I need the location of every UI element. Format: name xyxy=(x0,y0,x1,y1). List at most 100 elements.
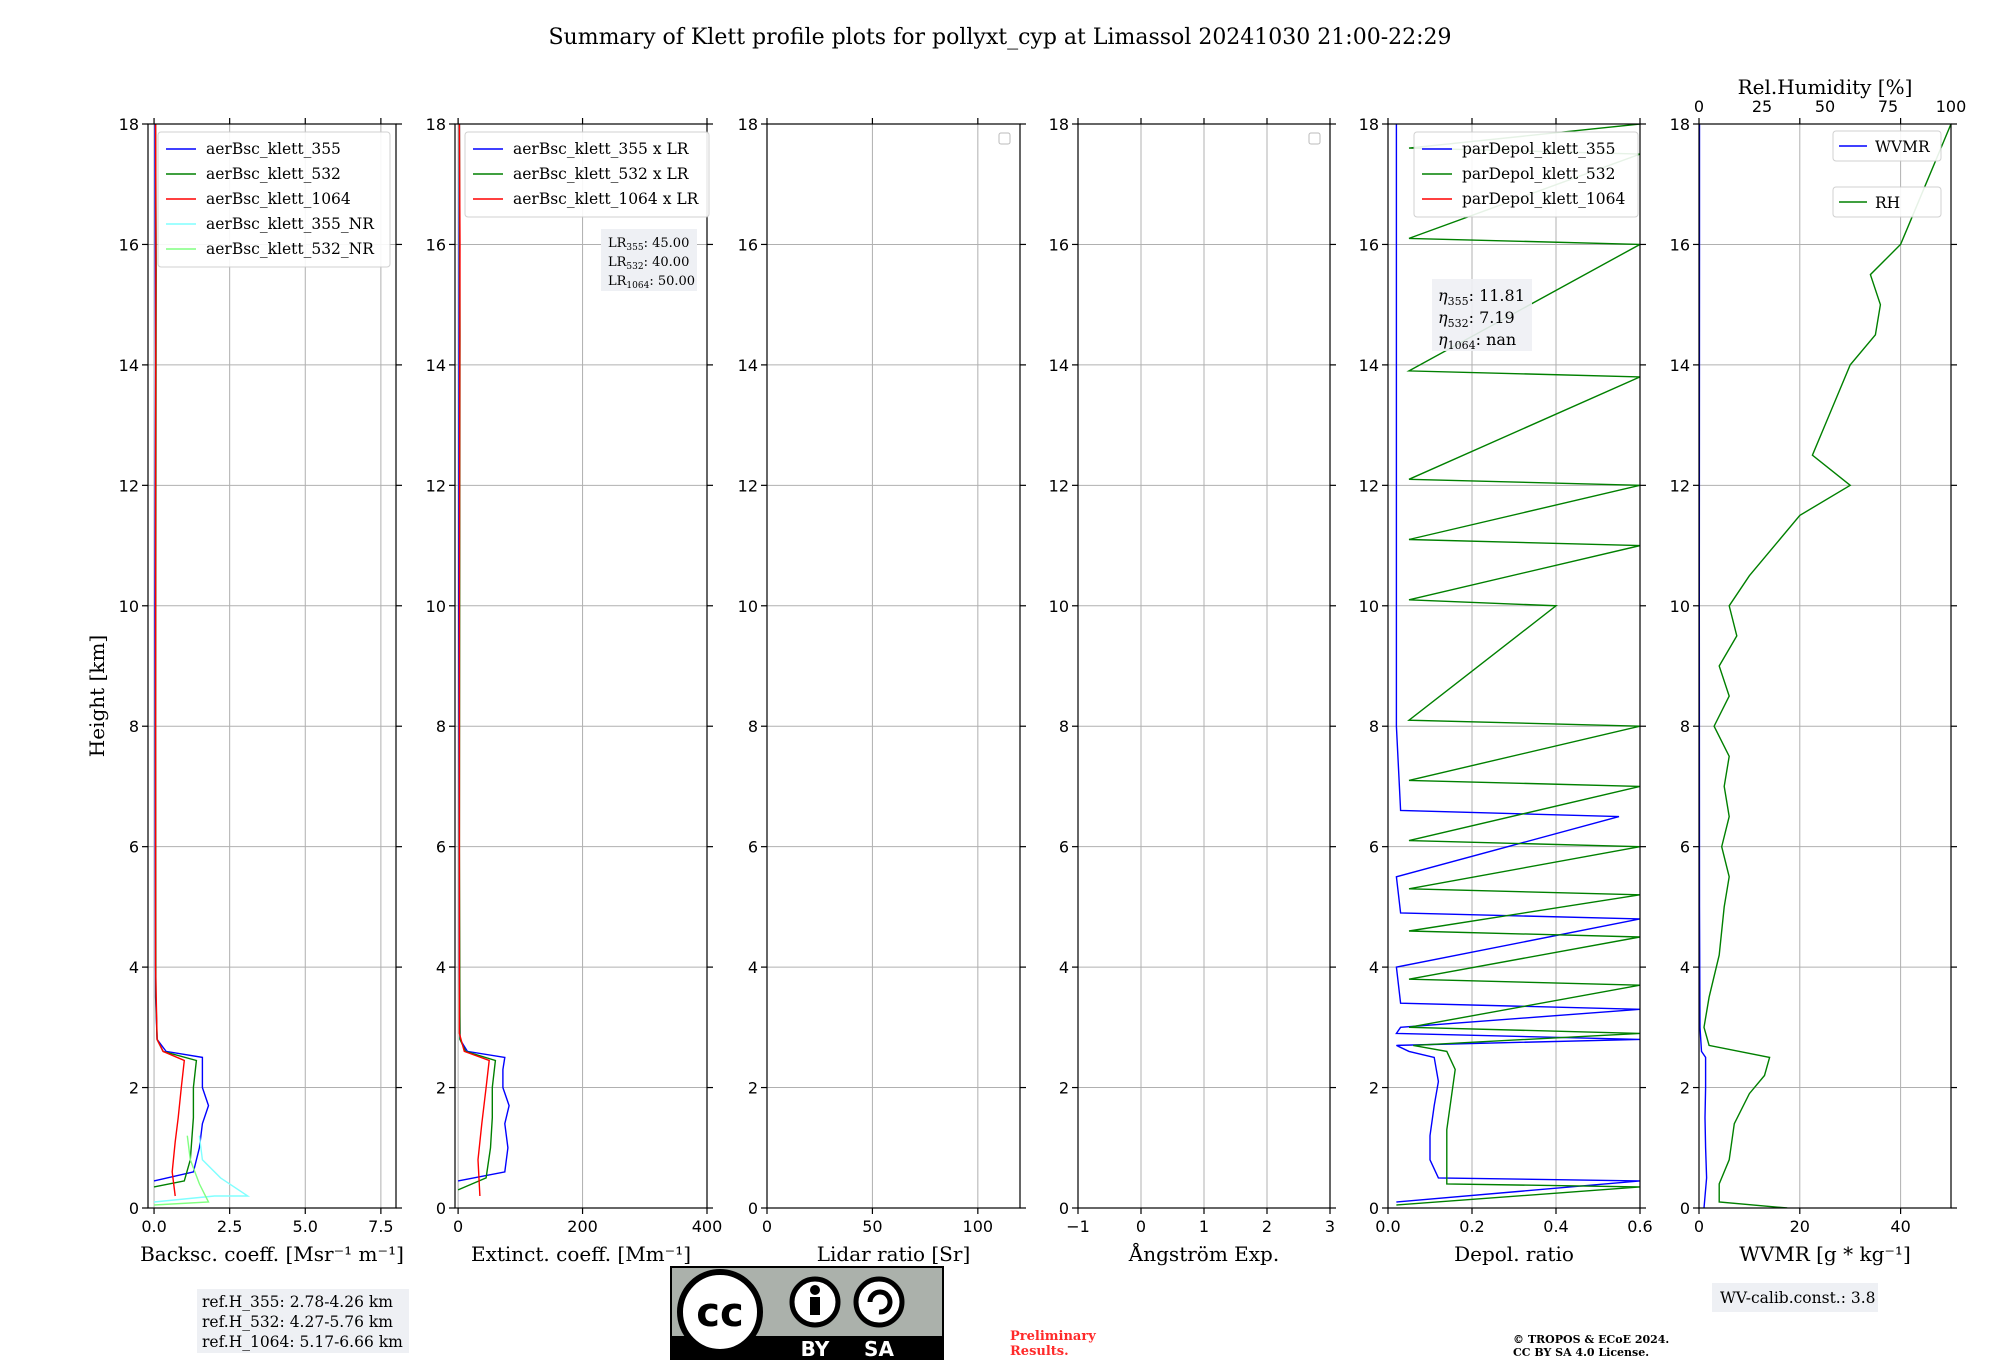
y-tick-label: 12 xyxy=(1670,476,1690,495)
legend-label: RH xyxy=(1875,194,1900,212)
series-line-parDepol_klett_532 xyxy=(1396,124,1640,1206)
y-tick-label: 2 xyxy=(748,1079,758,1098)
y-tick-label: 0 xyxy=(436,1199,446,1218)
y-tick-label: 6 xyxy=(436,838,446,857)
y-tick-label: 18 xyxy=(1049,115,1069,134)
y-tick-label: 6 xyxy=(129,838,139,857)
top-x-tick-label: 0 xyxy=(1694,97,1704,116)
series-line-parDepol_klett_355 xyxy=(1395,124,1640,1203)
y-tick-label: 6 xyxy=(1680,838,1690,857)
y-tick-label: 10 xyxy=(1359,597,1379,616)
ref-height-text: ref.H_1064: 5.17-6.66 km xyxy=(202,1333,403,1351)
legend-box xyxy=(1413,131,1639,218)
cc-by-sa-badge: cc BY SA xyxy=(670,1266,944,1360)
panel-frame xyxy=(147,123,397,1209)
y-tick-label: 14 xyxy=(1670,356,1690,375)
y-tick-label: 2 xyxy=(436,1079,446,1098)
y-tick-label: 4 xyxy=(129,958,139,977)
ref-height-text: ref.H_355: 2.78-4.26 km xyxy=(202,1293,393,1311)
y-tick-label: 14 xyxy=(119,356,139,375)
y-tick-label: 4 xyxy=(1059,958,1069,977)
x-tick-label: 20 xyxy=(1790,1217,1810,1236)
y-tick-label: 16 xyxy=(426,235,446,254)
top-x-tick-label: 25 xyxy=(1752,97,1772,116)
eta-text: η1064: nan xyxy=(1438,330,1516,352)
x-tick-label: −1 xyxy=(1066,1217,1090,1236)
y-tick-label: 6 xyxy=(1059,838,1069,857)
y-tick-label: 18 xyxy=(738,115,758,134)
y-tick-label: 16 xyxy=(1049,235,1069,254)
eta-text: η355: 11.81 xyxy=(1438,286,1525,308)
panel-frame xyxy=(1698,123,1952,1209)
x-tick-label: 1 xyxy=(1199,1217,1209,1236)
x-tick-label: 0.6 xyxy=(1627,1217,1652,1236)
y-tick-label: 4 xyxy=(1369,958,1379,977)
sa-label: SA xyxy=(864,1337,894,1360)
y-tick-label: 18 xyxy=(119,115,139,134)
y-tick-label: 8 xyxy=(1369,717,1379,736)
legend-box xyxy=(464,131,710,218)
legend-label: aerBsc_klett_1064 x LR xyxy=(513,190,700,208)
x-tick-label: 2.5 xyxy=(217,1217,242,1236)
eta-text: η532: 7.19 xyxy=(1438,308,1515,330)
x-axis-label: Depol. ratio xyxy=(1454,1242,1574,1266)
legend-label: aerBsc_klett_532_NR xyxy=(206,240,375,258)
x-tick-label: 100 xyxy=(963,1217,994,1236)
series-line-aerBsc_klett_355 x LR xyxy=(457,124,510,1182)
y-tick-label: 12 xyxy=(119,476,139,495)
x-tick-label: 400 xyxy=(692,1217,723,1236)
legend-label: aerBsc_klett_1064 xyxy=(206,190,351,208)
y-tick-label: 16 xyxy=(1359,235,1379,254)
legend-label: aerBsc_klett_355 xyxy=(206,140,341,158)
y-tick-label: 2 xyxy=(1680,1079,1690,1098)
sa-share-icon xyxy=(853,1276,905,1328)
figure-title: Summary of Klett profile plots for polly… xyxy=(548,25,1451,50)
lr-text: LR1064: 50.00 xyxy=(608,274,695,291)
y-tick-label: 6 xyxy=(748,838,758,857)
y-tick-label: 4 xyxy=(436,958,446,977)
series-line-aerBsc_klett_355_NR xyxy=(153,1135,251,1203)
panel-frame xyxy=(1387,123,1641,1209)
panel-frame xyxy=(454,123,708,1209)
y-tick-label: 10 xyxy=(119,597,139,616)
copyright-line2: CC BY SA 4.0 License. xyxy=(1513,1346,1649,1359)
y-tick-label: 10 xyxy=(426,597,446,616)
y-tick-label: 2 xyxy=(1059,1079,1069,1098)
x-axis-label: Backsc. coeff. [Msr⁻¹ m⁻¹] xyxy=(140,1242,404,1266)
x-tick-label: 0 xyxy=(762,1217,772,1236)
series-line-WVMR xyxy=(1699,124,1708,1208)
y-tick-label: 8 xyxy=(129,717,139,736)
y-tick-label: 8 xyxy=(1680,717,1690,736)
series-line-aerBsc_klett_532_NR xyxy=(153,1135,210,1206)
series-line-aerBsc_klett_532 xyxy=(153,124,198,1188)
y-tick-label: 18 xyxy=(1359,115,1379,134)
legend-label: parDepol_klett_532 xyxy=(1462,165,1615,183)
y-axis-label: Height [km] xyxy=(85,635,109,757)
legend-label: parDepol_klett_355 xyxy=(1462,140,1615,158)
x-axis-label: WVMR [g * kg⁻¹] xyxy=(1739,1242,1911,1266)
x-tick-label: 0 xyxy=(1694,1217,1704,1236)
series-group xyxy=(1699,124,1951,1208)
series-line-aerBsc_klett_1064 xyxy=(154,124,186,1197)
panel-backscatter: 0 2 4 6 8 10 12 14 16 18 0.0 2.5 5.0 7.5 Backsc. coeff… xyxy=(119,115,404,1266)
x-tick-label: 5.0 xyxy=(293,1217,318,1236)
y-tick-label: 14 xyxy=(426,356,446,375)
x-tick-label: 3 xyxy=(1325,1217,1335,1236)
legend-box xyxy=(157,131,391,268)
x-tick-label: 0.0 xyxy=(1375,1217,1400,1236)
empty-legend-box xyxy=(998,132,1011,145)
x-tick-label: 0.4 xyxy=(1543,1217,1568,1236)
y-tick-label: 0 xyxy=(129,1199,139,1218)
legend-label: aerBsc_klett_532 xyxy=(206,165,341,183)
y-tick-label: 8 xyxy=(436,717,446,736)
preliminary-note-line2: Results. xyxy=(1010,1344,1069,1359)
copyright-line1: © TROPOS & ECoE 2024. xyxy=(1513,1333,1669,1346)
eta-textbox xyxy=(1432,279,1532,351)
y-tick-label: 8 xyxy=(748,717,758,736)
y-tick-label: 14 xyxy=(1359,356,1379,375)
legend-label: aerBsc_klett_355_NR xyxy=(206,215,375,233)
